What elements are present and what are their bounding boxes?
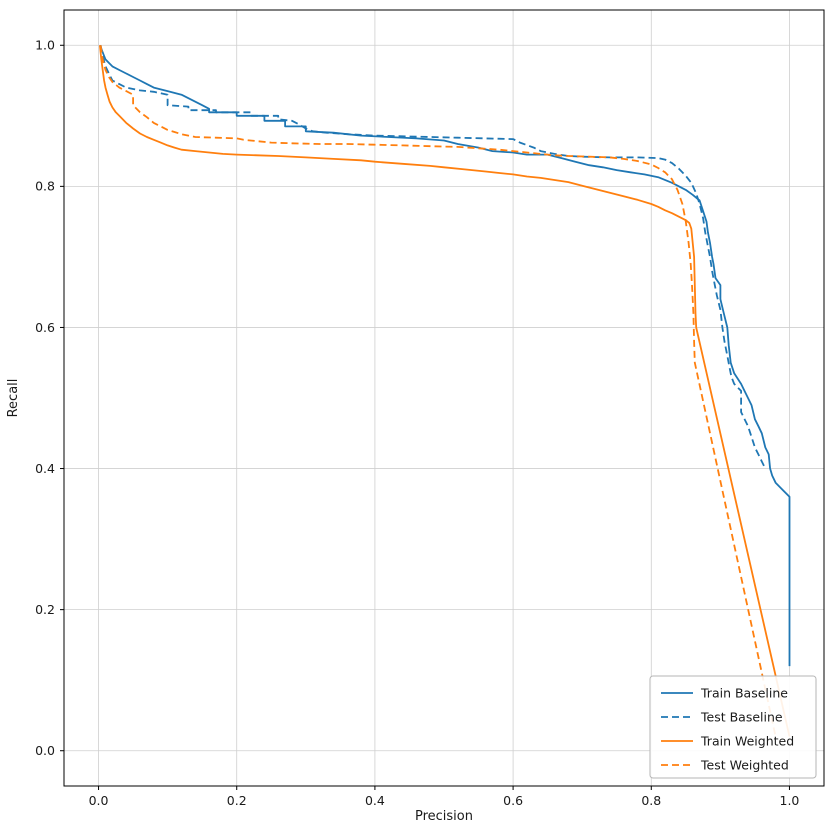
legend-box (649, 675, 817, 779)
axes-frame (63, 9, 825, 787)
grid (64, 10, 824, 786)
legend-item: Test Baseline (661, 709, 783, 724)
ticks: 0.0 0.2 0.4 0.6 0.8 1.0 0.0 0.2 0.4 0.6 0.8 1.0 (35, 38, 799, 808)
series-train-weighted (99, 45, 791, 737)
legend-item: Train Baseline (661, 685, 788, 700)
y-tick-label: 1.0 (35, 38, 55, 53)
x-tick-label: 1.0 (780, 793, 800, 808)
x-axis-label: Precision (415, 809, 473, 824)
x-tick-label: 0.8 (641, 793, 661, 808)
x-tick-label: 0.6 (503, 793, 523, 808)
series-group (99, 44, 791, 737)
y-tick-label: 0.8 (35, 179, 55, 194)
x-tick-label: 0.2 (227, 793, 247, 808)
legend-label: Test Weighted (700, 757, 789, 772)
y-tick-label: 0.4 (35, 461, 55, 476)
legend-label: Test Baseline (700, 709, 783, 724)
y-tick-label: 0.6 (35, 320, 55, 335)
y-axis-label: Recall (6, 379, 21, 418)
series-test-baseline (99, 45, 767, 469)
x-tick-label: 0.4 (365, 793, 385, 808)
series-train-baseline (99, 44, 791, 667)
legend-label: Train Baseline (700, 685, 788, 700)
y-tick-label: 0.0 (35, 743, 55, 758)
series-test-weighted (99, 45, 777, 737)
x-tick-label: 0.0 (89, 793, 109, 808)
legend-item: Train Weighted (661, 733, 794, 748)
y-tick-label: 0.2 (35, 602, 55, 617)
legend-item: Test Weighted (661, 757, 789, 772)
legend-label: Train Weighted (700, 733, 794, 748)
legend: Train Baseline Test Baseline Train Weighte… (649, 675, 817, 779)
